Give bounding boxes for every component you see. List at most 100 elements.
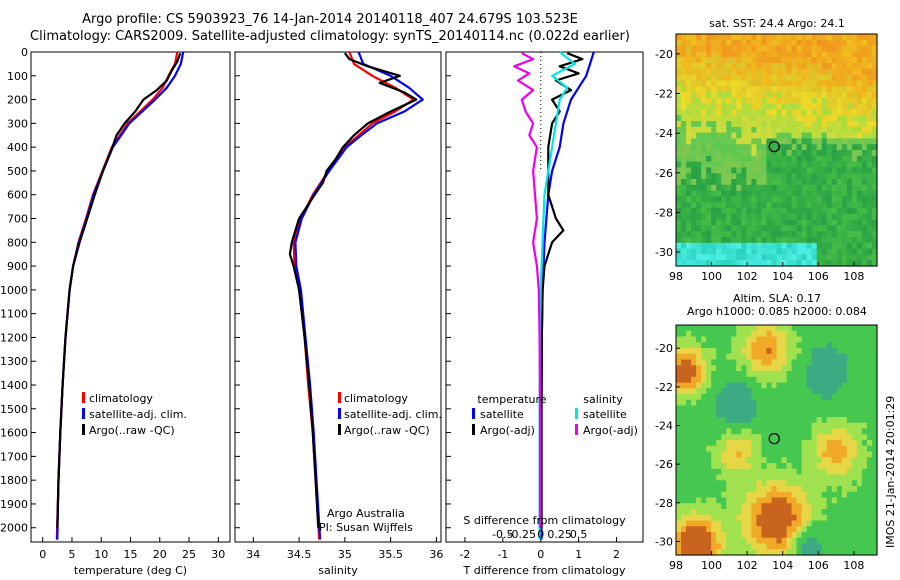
heatmap-cell <box>861 371 868 378</box>
heatmap-cell <box>866 92 873 99</box>
heatmap-cell <box>796 359 803 366</box>
series-satellite <box>540 51 595 540</box>
heatmap-cell <box>706 68 712 76</box>
heatmap-cell <box>731 208 737 215</box>
heatmap-cell <box>791 532 798 539</box>
heatmap-cell <box>756 202 763 209</box>
heatmap-cell <box>801 155 808 163</box>
heatmap-cell <box>686 248 692 255</box>
heatmap-cell <box>711 51 717 58</box>
heatmap-cell <box>711 74 717 81</box>
map-sst-map: 98 100 102 104 106 108-20-22-24-26-28-30 <box>655 33 878 283</box>
heatmap-cell <box>831 549 838 556</box>
heatmap-cell <box>851 121 858 128</box>
heatmap-cell <box>826 92 833 99</box>
heatmap-cell <box>846 167 853 174</box>
heatmap-cell <box>751 359 758 366</box>
heatmap-cell <box>866 237 873 244</box>
heatmap-cell <box>711 161 717 168</box>
heatmap-cell <box>691 68 697 76</box>
heatmap-cell <box>696 514 702 522</box>
heatmap-cell <box>776 376 783 384</box>
heatmap-cell <box>781 80 788 87</box>
heatmap-cell <box>781 411 788 418</box>
heatmap-cell <box>746 342 752 349</box>
heatmap-cell <box>721 92 727 99</box>
heatmap-cell <box>796 342 803 349</box>
heatmap-cell <box>856 63 863 70</box>
heatmap-cell <box>791 486 798 493</box>
legend-swatch <box>472 408 475 419</box>
heatmap-cell <box>871 549 878 556</box>
x-tick-label-top: 0 <box>537 528 544 541</box>
heatmap-cell <box>806 161 813 168</box>
heatmap-cell <box>821 382 828 389</box>
heatmap-cell <box>871 411 878 418</box>
heatmap-cell <box>761 103 768 110</box>
heatmap-cell <box>866 196 873 203</box>
x-tick-label: 30 <box>211 548 225 561</box>
y-tick-label: -24 <box>655 127 673 140</box>
heatmap-cell <box>851 537 858 545</box>
heatmap-cell <box>696 336 702 343</box>
heatmap-cell <box>841 405 848 412</box>
heatmap-cell <box>786 190 793 197</box>
heatmap-cell <box>731 359 737 366</box>
heatmap-cell <box>721 434 727 441</box>
heatmap-cell <box>856 179 863 186</box>
heatmap-cell <box>856 150 863 157</box>
heatmap-cell <box>726 213 732 221</box>
heatmap-cell <box>756 526 763 533</box>
heatmap-cell <box>681 103 687 110</box>
heatmap-cell <box>811 167 818 174</box>
heatmap-cell <box>716 382 722 389</box>
heatmap-cell <box>801 532 808 539</box>
heatmap-cell <box>801 451 808 458</box>
heatmap-cell <box>701 549 707 556</box>
heatmap-cell <box>796 537 803 545</box>
heatmap-cell <box>846 115 853 122</box>
heatmap-cell <box>706 376 712 384</box>
heatmap-cell <box>861 144 868 151</box>
heatmap-cell <box>811 543 818 550</box>
heatmap-cell <box>796 34 803 41</box>
heatmap-cell <box>801 242 808 250</box>
heatmap-cell <box>856 428 863 435</box>
heatmap-cell <box>866 115 873 122</box>
heatmap-cell <box>851 417 858 424</box>
heatmap-cell <box>836 196 843 203</box>
heatmap-cell <box>771 348 778 355</box>
heatmap-cell <box>861 57 868 64</box>
heatmap-cell <box>856 440 863 447</box>
heatmap-cell <box>721 51 727 58</box>
heatmap-cell <box>736 254 742 261</box>
heatmap-cell <box>716 514 722 522</box>
heatmap-cell <box>776 405 783 412</box>
heatmap-cell <box>736 144 742 151</box>
heatmap-cell <box>691 359 697 366</box>
heatmap-cell <box>836 382 843 389</box>
heatmap-cell <box>761 237 768 244</box>
heatmap-cell <box>866 434 873 441</box>
heatmap-cell <box>691 371 697 378</box>
heatmap-cell <box>831 74 838 81</box>
heatmap-cell <box>826 57 833 64</box>
heatmap-cell <box>791 520 798 527</box>
heatmap-cell <box>711 330 717 338</box>
heatmap-cell <box>731 491 737 499</box>
heatmap-cell <box>761 242 768 250</box>
heatmap-cell <box>831 463 838 470</box>
heatmap-cell <box>686 68 692 76</box>
heatmap-cell <box>871 45 878 52</box>
heatmap-cell <box>846 422 853 430</box>
heatmap-cell <box>786 74 793 81</box>
heatmap-cell <box>781 422 788 430</box>
heatmap-cell <box>746 411 752 418</box>
heatmap-cell <box>731 132 737 139</box>
heatmap-cell <box>826 254 833 261</box>
heatmap-cell <box>756 514 763 522</box>
heatmap-cell <box>871 167 878 174</box>
heatmap-cell <box>681 509 687 516</box>
heatmap-cell <box>871 509 878 516</box>
